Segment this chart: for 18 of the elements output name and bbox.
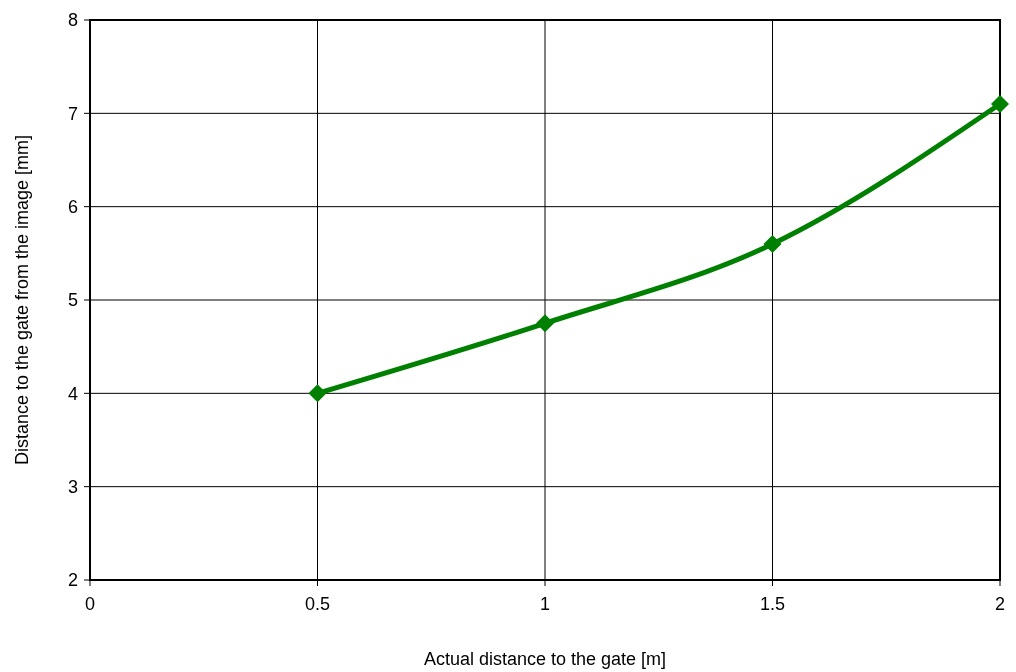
point: [536, 314, 554, 333]
x-tick-label: 2: [994, 594, 1006, 614]
x-tick-label: 0: [84, 594, 96, 614]
point: [991, 95, 1009, 113]
x-axis-title: Actual distance to the gate [m]: [423, 649, 667, 669]
y-tick-label: 8: [67, 10, 78, 31]
y-axis-title: Distance to the gate from the image [mm]: [12, 134, 32, 466]
y-tick-label: 4: [67, 383, 78, 404]
point: [308, 384, 327, 403]
y-tick-label: 5: [67, 290, 78, 311]
y-tick-label: 6: [67, 196, 78, 217]
y-tick-label: 2: [67, 570, 78, 591]
y-tick-label: 3: [67, 476, 78, 497]
x-tick-label: 0.5: [304, 594, 331, 614]
point: [763, 235, 782, 253]
x-tick-label: 1: [539, 594, 551, 614]
x-tick-label: 1.5: [759, 594, 786, 614]
y-tick-label: 7: [67, 103, 78, 124]
